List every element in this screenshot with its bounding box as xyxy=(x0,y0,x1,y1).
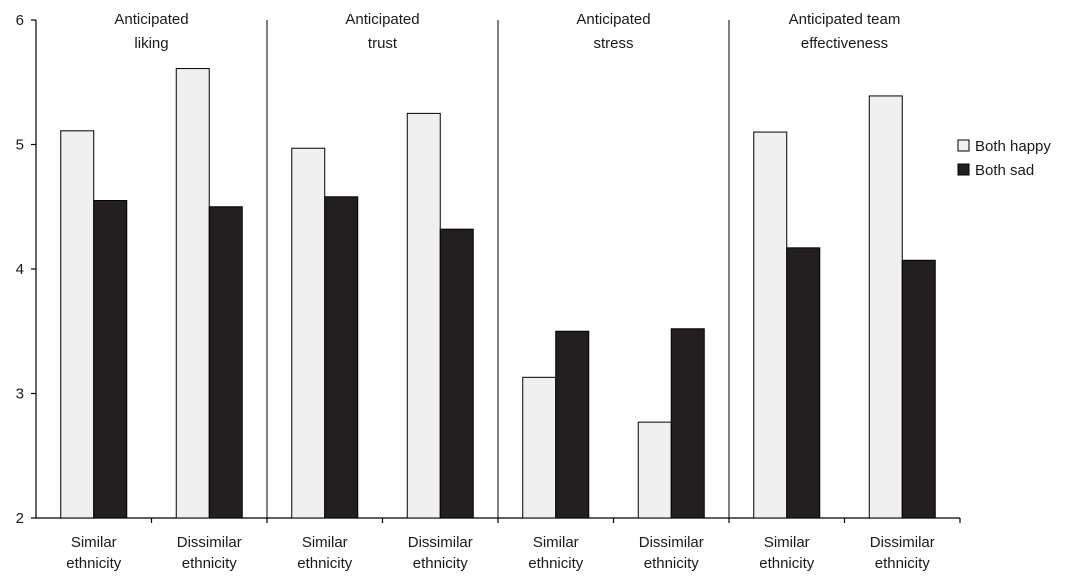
y-tick-label: 5 xyxy=(16,137,24,154)
panel-title: Anticipated team effectiveness xyxy=(789,11,901,52)
y-tick-label: 6 xyxy=(16,12,24,29)
panel-title: Anticipated stress xyxy=(576,11,650,52)
x-category-label: Dissimilar ethnicity xyxy=(408,534,473,572)
y-tick-label: 2 xyxy=(16,510,24,527)
x-category-label: Similar ethnicity xyxy=(66,534,122,572)
bar-both-happy xyxy=(868,95,903,519)
legend-swatch xyxy=(957,139,970,152)
x-category-label: Dissimilar ethnicity xyxy=(870,534,935,572)
x-category-label: Dissimilar ethnicity xyxy=(177,534,242,572)
bar-both-sad xyxy=(439,228,474,519)
legend: Both happy Both sad xyxy=(957,138,1051,179)
x-axis-labels: Similar ethnicity Dissimilar ethnicity Simil… xyxy=(66,534,935,572)
axes xyxy=(31,19,961,523)
bar-both-sad xyxy=(901,259,936,519)
x-category-label: Similar ethnicity xyxy=(759,534,815,572)
y-axis-labels: 2 3 4 5 6 xyxy=(16,12,24,527)
panel-title: Anticipated trust xyxy=(345,11,419,52)
legend-label: Both happy xyxy=(975,138,1051,155)
panel-titles: Anticipated liking Anticipated trust Anticip… xyxy=(114,11,900,52)
x-category-label: Similar ethnicity xyxy=(528,534,584,572)
bar-both-sad xyxy=(786,247,821,519)
y-tick-label: 3 xyxy=(16,386,24,403)
panel-title: Anticipated liking xyxy=(114,11,188,52)
bar-both-happy xyxy=(175,68,210,519)
bar-both-sad xyxy=(670,328,705,519)
bar-both-happy xyxy=(406,112,441,519)
bar-both-happy xyxy=(522,376,557,519)
bar-both-happy xyxy=(60,130,95,519)
bar-both-sad xyxy=(93,200,128,519)
bar-both-sad xyxy=(208,206,243,519)
bar-both-happy xyxy=(637,421,672,519)
bar-both-sad xyxy=(555,330,590,519)
x-category-label: Similar ethnicity xyxy=(297,534,353,572)
x-category-label: Dissimilar ethnicity xyxy=(639,534,704,572)
legend-item: Both sad xyxy=(957,162,1034,179)
y-tick-label: 4 xyxy=(16,261,24,278)
panel-dividers xyxy=(266,20,730,518)
bar-both-happy xyxy=(753,131,788,519)
bar-both-sad xyxy=(324,196,359,519)
bar-both-happy xyxy=(291,147,326,519)
bars xyxy=(60,68,936,519)
legend-swatch xyxy=(957,163,970,176)
legend-label: Both sad xyxy=(975,162,1034,179)
legend-item: Both happy xyxy=(957,138,1051,155)
